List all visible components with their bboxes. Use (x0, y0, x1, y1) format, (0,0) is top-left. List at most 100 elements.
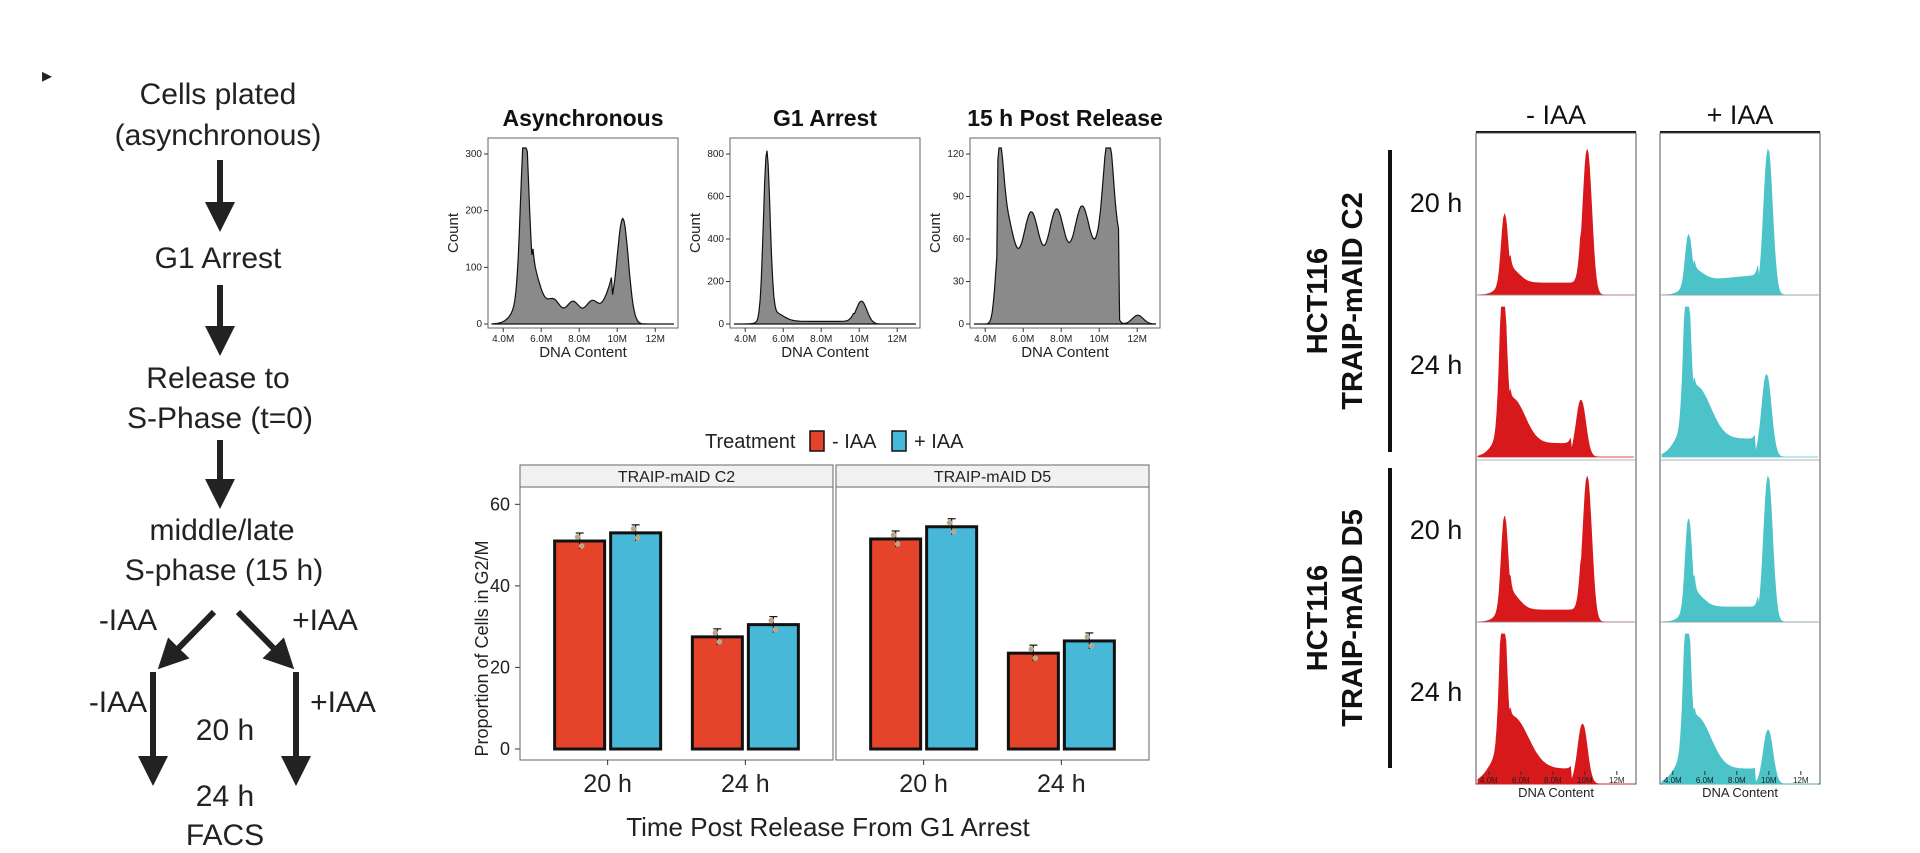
bar-x-tick-label: 20 h (583, 770, 632, 798)
histogram-y-tick-label: 600 (707, 192, 724, 203)
bar-facet-1: TRAIP-mAID D5 20 h 24 h (835, 464, 1150, 798)
bar-point (772, 626, 779, 633)
bar-point (890, 532, 897, 538)
legend-swatch (891, 430, 907, 452)
flowchart: Cells plated (asynchronous) G1 Arrest Re… (89, 78, 376, 852)
cell-line-name: HCT116 (1302, 565, 1334, 671)
histogram-area (734, 150, 916, 325)
bar-point (712, 630, 719, 636)
histogram-y-tick-label: 60 (953, 234, 965, 245)
grid-x-tick-label: 6.0M (1512, 776, 1530, 785)
facet-label: TRAIP-mAID D5 (934, 469, 1051, 486)
grid-x-tick-label: 12M (1609, 776, 1625, 785)
histogram-area (491, 147, 674, 325)
cell-line-clone: TRAIP-mAID D5 (1337, 509, 1369, 727)
histogram-title: G1 Arrest (773, 105, 877, 131)
grid-col-header: - IAA (1526, 100, 1586, 130)
legend-swatch (809, 430, 825, 452)
bar (1062, 639, 1116, 751)
branch-plus-iaa-label: +IAA (292, 604, 358, 637)
bar (925, 525, 979, 751)
grid-row-label: 20 h (1410, 188, 1463, 218)
histogram-x-tick-label: 6.0M (772, 334, 794, 345)
histogram-x-label: DNA Content (1021, 344, 1109, 361)
histogram-x-tick-label: 12M (887, 334, 906, 345)
histogram-x-label: DNA Content (781, 344, 869, 361)
bar-y-label: Proportion of Cells in G2/M (472, 540, 492, 756)
histogram-y-tick-label: 800 (707, 149, 724, 160)
histogram-y-label: Count (445, 212, 462, 253)
grid-x-tick-label: 10M (1577, 776, 1593, 785)
bar-point (1028, 646, 1035, 652)
flow-histogram (1477, 306, 1634, 458)
flow-arrow-branch-plus (235, 609, 295, 670)
facet-frame (519, 486, 834, 761)
grid-x-label: DNA Content (1702, 785, 1778, 800)
grid-x-tick-label: 4.0M (1664, 776, 1682, 785)
flow-arrow-branch-minus (157, 609, 217, 670)
bar-x-title: Time Post Release From G1 Arrest (626, 812, 1030, 842)
bar-point (950, 528, 957, 535)
bar-x-tick-label: 20 h (899, 770, 948, 798)
flow-step-cells-plated: Cells plated (140, 78, 297, 111)
lower-plus-iaa-label: +IAA (310, 686, 376, 719)
histogram-x-label: DNA Content (539, 344, 627, 361)
bar-point (894, 541, 901, 547)
flow-step-asynchronous: (asynchronous) (115, 119, 322, 152)
bar-point (1032, 655, 1039, 661)
bar-legend: Treatment - IAA + IAA (705, 430, 964, 453)
cell-line-clone: TRAIP-mAID C2 (1337, 192, 1369, 410)
bar-y-tick-label: 60 (490, 494, 510, 514)
flow-histogram (1477, 633, 1634, 785)
bar (746, 623, 800, 751)
histogram-y-tick-label: 200 (465, 206, 482, 217)
histogram-x-tick-label: 12M (645, 334, 664, 345)
bar-facet-0: TRAIP-mAID C2 20 h 24 h (519, 464, 834, 798)
flow-histogram (1477, 149, 1634, 296)
bar-point (578, 543, 585, 549)
histogram-y-tick-label: 400 (707, 234, 724, 245)
legend-title: Treatment (705, 431, 796, 453)
time-24h-label: 24 h (196, 780, 254, 813)
histogram-y-tick-label: 120 (947, 149, 964, 160)
legend-label: + IAA (914, 431, 964, 453)
histogram-area (974, 147, 1157, 325)
flow-step-release: Release to (146, 362, 289, 395)
histogram-x-tick-label: 4.0M (974, 334, 996, 345)
histogram-x-tick-label: 4.0M (492, 334, 514, 345)
histogram-x-tick-label: 6.0M (1012, 334, 1034, 345)
bar (553, 539, 607, 751)
bar-point (1084, 634, 1091, 640)
grid-row-label: 24 h (1410, 350, 1463, 380)
histogram-frame (969, 137, 1161, 329)
flow-step-middle-late: middle/late (149, 514, 294, 547)
bar (609, 531, 663, 751)
branch-minus-iaa-label: -IAA (99, 604, 157, 637)
bar-y-tick-label: 40 (490, 576, 510, 596)
grid-col-header: + IAA (1707, 100, 1774, 130)
bar-point (574, 534, 581, 540)
histogram-y-tick-label: 0 (958, 319, 964, 330)
flow-step-g1-arrest: G1 Arrest (155, 242, 282, 275)
histogram-1: G1 Arrest 0 200 400 600 800 4.0M 6.0M 8.0M 10M 12M… (687, 105, 921, 361)
histogram-x-tick-label: 10M (1089, 334, 1108, 345)
flow-histogram (1661, 148, 1818, 296)
histogram-2: 15 h Post Release 0 30 60 90 120 4.0M 6.0M 8.0M 1… (927, 105, 1163, 361)
histogram-y-tick-label: 90 (953, 192, 965, 203)
histogram-frame (729, 137, 921, 329)
grid-x-tick-label: 12M (1793, 776, 1809, 785)
flow-histogram (1661, 633, 1818, 785)
histogram-y-label: Count (927, 212, 944, 253)
histogram-x-tick-label: 10M (849, 334, 868, 345)
bar-point (716, 639, 723, 645)
grid-x-tick-label: 4.0M (1480, 776, 1498, 785)
bar-point (946, 519, 953, 526)
flow-histogram (1661, 306, 1818, 458)
panel-marker: ▸ (42, 65, 52, 87)
bar (1006, 651, 1060, 751)
bar (869, 537, 923, 751)
time-20h-label: 20 h (196, 714, 254, 747)
